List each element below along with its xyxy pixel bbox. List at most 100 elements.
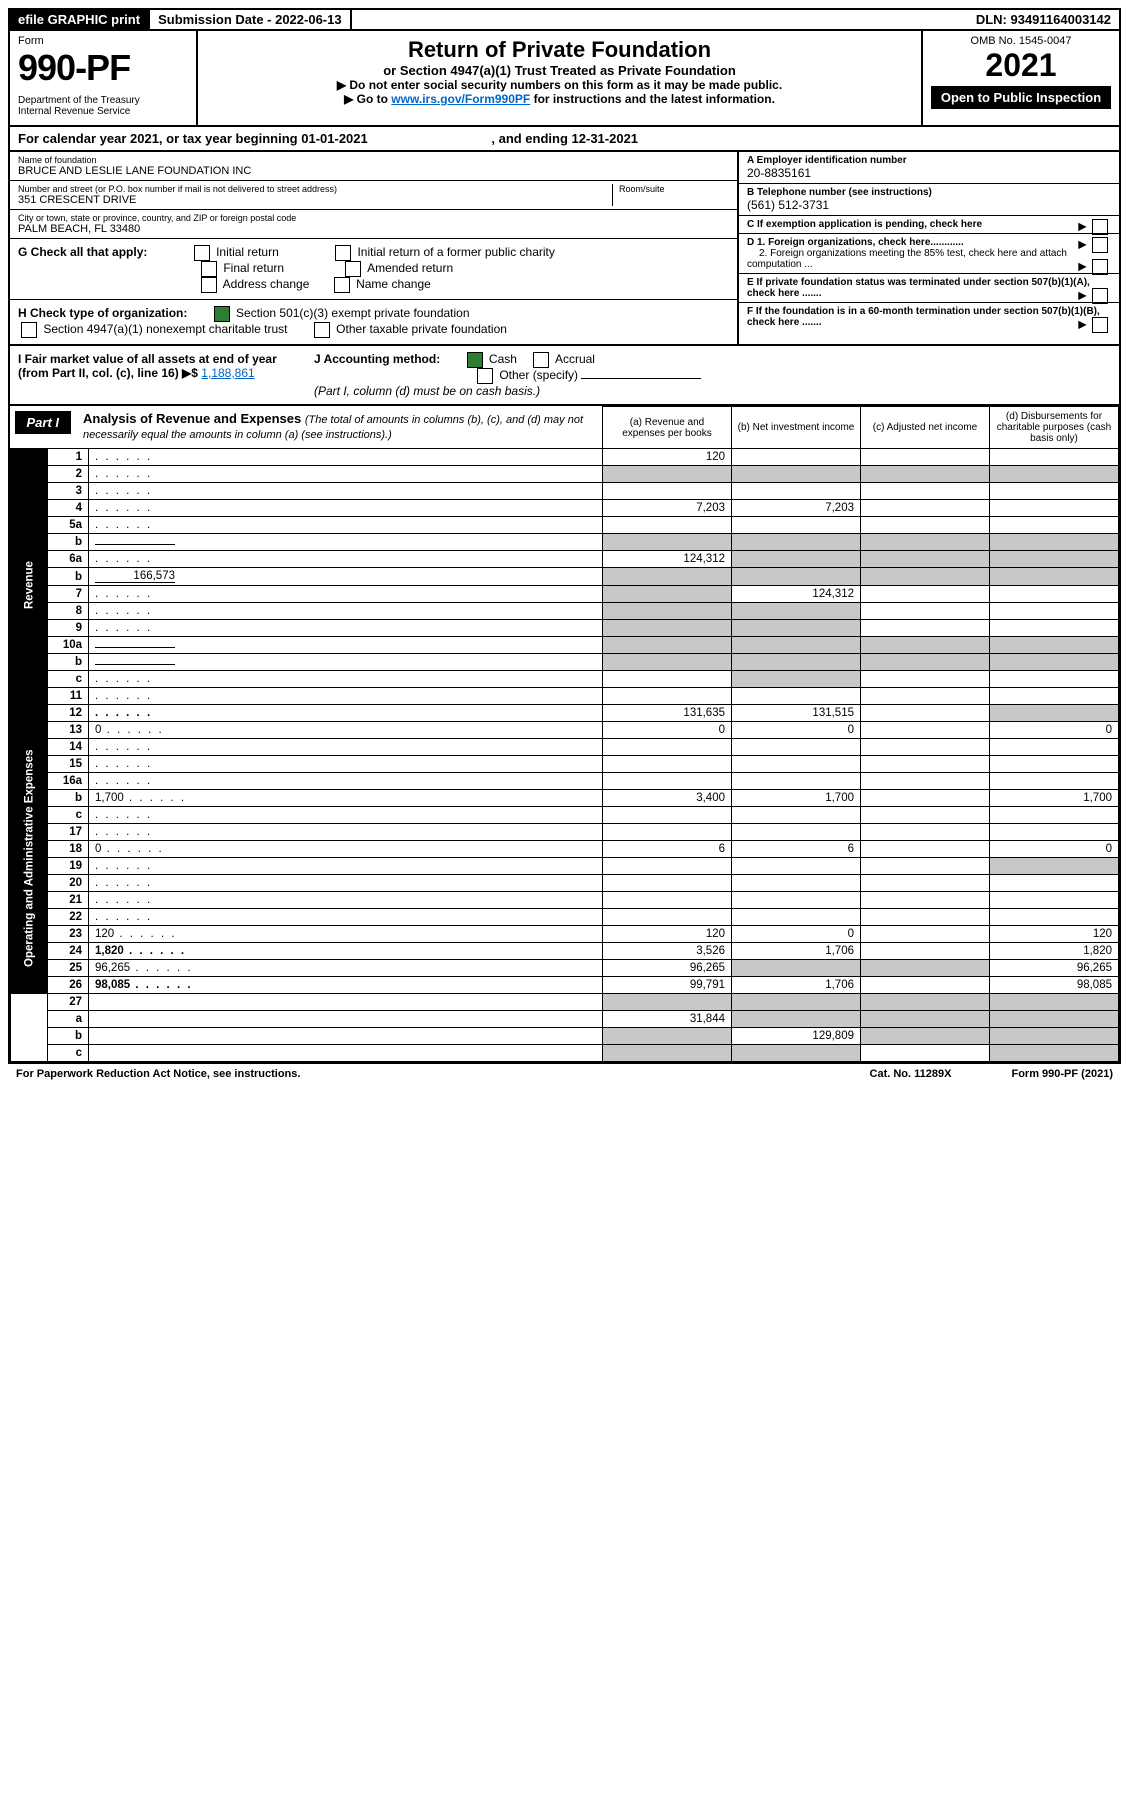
checkbox-other-taxable[interactable] (314, 322, 330, 338)
line-number: 18 (48, 841, 89, 858)
table-row: 10a (11, 637, 1119, 654)
checkbox-initial-former[interactable] (335, 245, 351, 261)
value-cell-a (603, 739, 732, 756)
value-cell-c (861, 841, 990, 858)
line-description: . . . . . . (89, 517, 603, 534)
checkbox-d2[interactable] (1092, 259, 1108, 275)
line-number: 25 (48, 960, 89, 977)
value-cell-a (603, 773, 732, 790)
header-center: Return of Private Foundation or Section … (198, 31, 921, 125)
checkbox-501c3[interactable] (214, 306, 230, 322)
info-left: Name of foundation BRUCE AND LESLIE LANE… (10, 152, 737, 344)
value-cell-b: 0 (732, 926, 861, 943)
value-cell-c (861, 875, 990, 892)
line-number: 14 (48, 739, 89, 756)
table-row: 5a . . . . . . (11, 517, 1119, 534)
value-cell-c (861, 943, 990, 960)
table-row: 23120 . . . . . .1200120 (11, 926, 1119, 943)
value-cell-b: 6 (732, 841, 861, 858)
checkbox-cash[interactable] (467, 352, 483, 368)
value-cell-b (732, 739, 861, 756)
value-cell-c (861, 603, 990, 620)
table-row: 9 . . . . . . (11, 620, 1119, 637)
table-row: 4 . . . . . .7,2037,203 (11, 500, 1119, 517)
value-cell-a (603, 586, 732, 603)
value-cell-b (732, 1045, 861, 1062)
city-label: City or town, state or province, country… (18, 213, 729, 223)
side-label: Revenue (11, 449, 48, 722)
line-number: 21 (48, 892, 89, 909)
line-description: . . . . . . (89, 671, 603, 688)
checkbox-f[interactable] (1092, 317, 1108, 333)
value-cell-d (990, 994, 1119, 1011)
b-label: B Telephone number (see instructions) (747, 187, 932, 198)
checkbox-address-change[interactable] (201, 277, 217, 293)
checkbox-initial-return[interactable] (194, 245, 210, 261)
value-cell-d (990, 603, 1119, 620)
addr-label: Number and street (or P.O. box number if… (18, 184, 612, 194)
part1-table: Part I Analysis of Revenue and Expenses … (10, 406, 1119, 1062)
value-cell-b (732, 551, 861, 568)
j-note: (Part I, column (d) must be on cash basi… (314, 384, 540, 398)
checkbox-accrual[interactable] (533, 352, 549, 368)
value-cell-c (861, 892, 990, 909)
value-cell-d (990, 671, 1119, 688)
value-cell-a (603, 568, 732, 586)
value-cell-b: 0 (732, 722, 861, 739)
value-cell-d: 98,085 (990, 977, 1119, 994)
phone-row: B Telephone number (see instructions) (5… (739, 184, 1119, 216)
fmv-value[interactable]: 1,188,861 (201, 366, 254, 380)
col-d-header: (d) Disbursements for charitable purpose… (990, 407, 1119, 449)
line-description (89, 994, 603, 1011)
value-cell-d: 1,700 (990, 790, 1119, 807)
instructions-link[interactable]: www.irs.gov/Form990PF (391, 92, 530, 106)
form-header: Form 990-PF Department of the Treasury I… (10, 31, 1119, 127)
foundation-name: BRUCE AND LESLIE LANE FOUNDATION INC (18, 165, 729, 177)
line-description: . . . . . . (89, 824, 603, 841)
value-cell-d (990, 654, 1119, 671)
value-cell-d (990, 858, 1119, 875)
value-cell-d (990, 568, 1119, 586)
value-cell-d (990, 1011, 1119, 1028)
value-cell-b (732, 620, 861, 637)
table-row: c . . . . . . (11, 807, 1119, 824)
value-cell-c (861, 722, 990, 739)
table-row: 6a . . . . . .124,312 (11, 551, 1119, 568)
omb-number: OMB No. 1545-0047 (931, 35, 1111, 47)
line-description: . . . . . . (89, 773, 603, 790)
value-cell-d (990, 807, 1119, 824)
address-row: Number and street (or P.O. box number if… (10, 181, 737, 210)
line-description: . . . . . . (89, 807, 603, 824)
value-cell-b (732, 568, 861, 586)
checkbox-final-return[interactable] (201, 261, 217, 277)
value-cell-a (603, 637, 732, 654)
checkbox-e[interactable] (1092, 288, 1108, 304)
checkbox-name-change[interactable] (334, 277, 350, 293)
value-cell-c (861, 500, 990, 517)
line-number: c (48, 1045, 89, 1062)
checkbox-other-method[interactable] (477, 368, 493, 384)
checkbox-4947a1[interactable] (21, 322, 37, 338)
checkbox-amended[interactable] (345, 261, 361, 277)
ein: 20-8835161 (747, 166, 811, 180)
line-description: 120 . . . . . . (89, 926, 603, 943)
line-number: 2 (48, 466, 89, 483)
value-cell-a: 3,400 (603, 790, 732, 807)
line-description: . . . . . . (89, 449, 603, 466)
table-row: 22 . . . . . . (11, 909, 1119, 926)
value-cell-b (732, 773, 861, 790)
value-cell-c (861, 620, 990, 637)
line-number: 26 (48, 977, 89, 994)
value-cell-d (990, 483, 1119, 500)
efile-label: efile GRAPHIC print (10, 10, 150, 29)
value-cell-c (861, 1045, 990, 1062)
value-cell-d: 120 (990, 926, 1119, 943)
form-subtitle: or Section 4947(a)(1) Trust Treated as P… (208, 63, 911, 78)
calyear-end: 12-31-2021 (572, 131, 639, 146)
checkbox-d1[interactable] (1092, 237, 1108, 253)
instr2-post: for instructions and the latest informat… (530, 92, 775, 106)
calendar-year-row: For calendar year 2021, or tax year begi… (10, 127, 1119, 152)
value-cell-a (603, 994, 732, 1011)
foundation-name-row: Name of foundation BRUCE AND LESLIE LANE… (10, 152, 737, 181)
checkbox-c[interactable] (1092, 219, 1108, 235)
